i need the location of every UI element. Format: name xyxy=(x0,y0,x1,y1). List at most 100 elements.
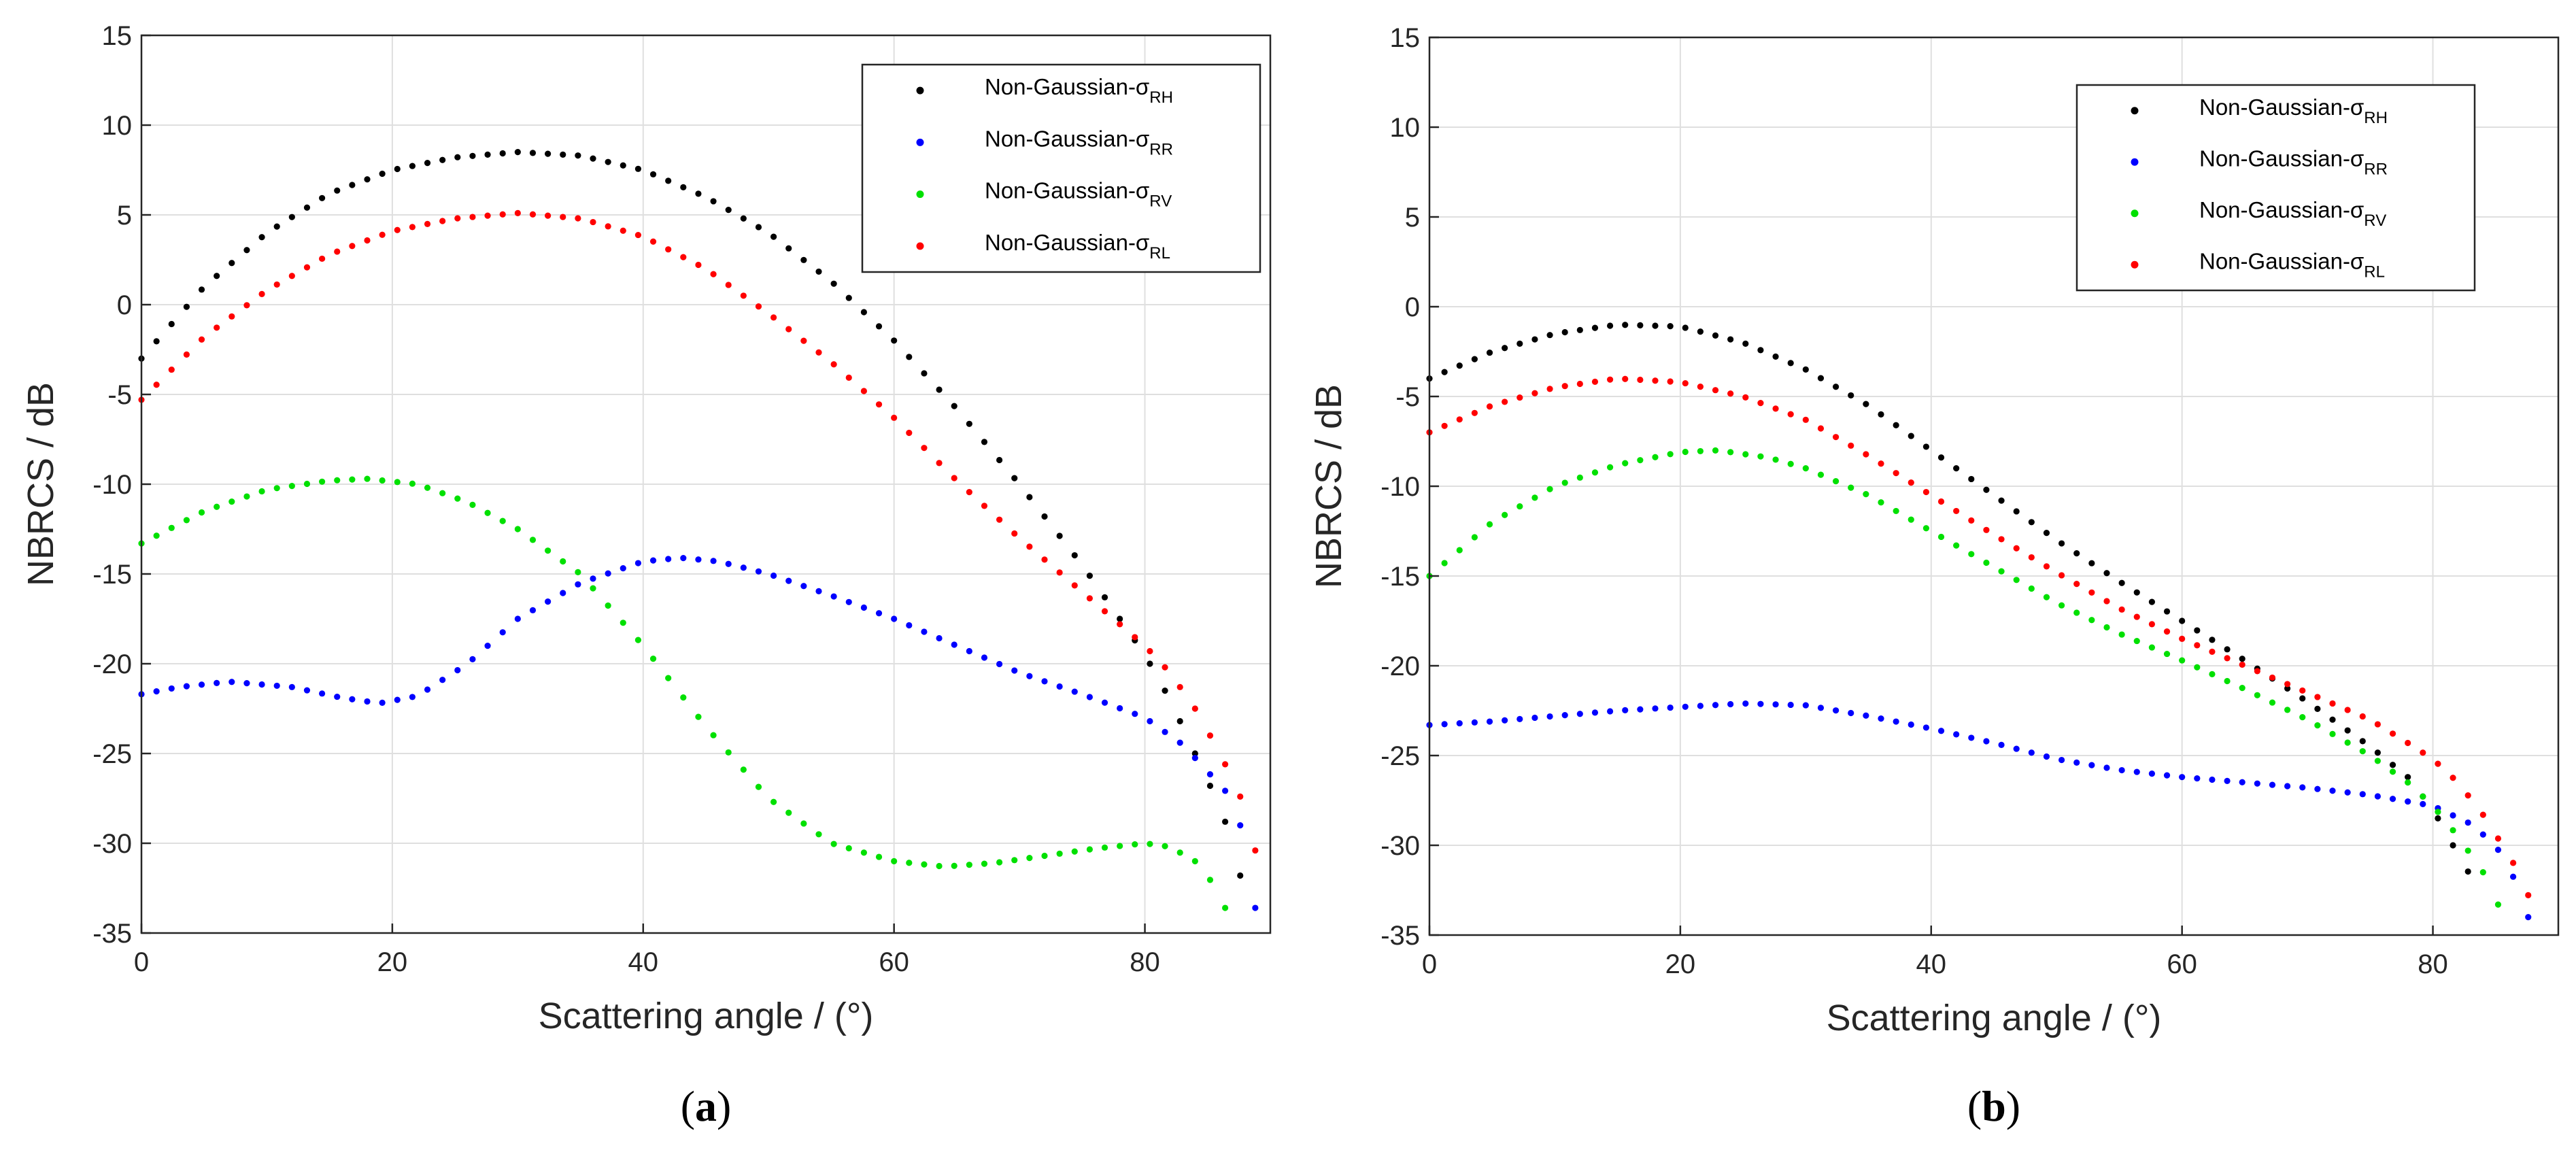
chart-a-x-axis-title: Scattering angle / (°) xyxy=(539,996,874,1036)
chart-b-point-rv xyxy=(2284,707,2291,713)
chart-a-point-rv xyxy=(1147,841,1153,847)
chart-b-point-rh xyxy=(2239,656,2245,662)
chart-a-point-rh xyxy=(1222,818,1229,825)
chart-b-point-rl xyxy=(2450,775,2456,781)
chart-a-point-rl xyxy=(1222,761,1229,768)
chart-b-y-tick-label: 0 xyxy=(1405,292,1420,322)
chart-b-point-rl xyxy=(2314,694,2321,700)
chart-a-point-rv xyxy=(830,841,837,847)
chart-b-point-rl xyxy=(1546,386,1553,392)
chart-b-svg: 0 20 40 60 80 15 10 5 0 -5 -10 -15 -20 -25 -30 -35 Scatt… xyxy=(1308,23,2560,1130)
chart-a-point-rl xyxy=(996,516,1003,523)
chart-a-point-rh xyxy=(605,158,611,165)
chart-b-point-rl xyxy=(2359,713,2366,720)
chart-b-x-tick-label: 20 xyxy=(1665,949,1696,979)
chart-a-point-rv xyxy=(379,477,386,484)
chart-a-point-rr xyxy=(168,685,175,692)
chart-b-point-rr xyxy=(1546,713,1553,720)
chart-a-point-rl xyxy=(1176,683,1183,690)
chart-a-point-rr xyxy=(1176,739,1183,746)
chart-a-point-rr xyxy=(1026,673,1033,679)
chart-b-point-rv xyxy=(1893,507,1899,515)
chart-a-point-rh xyxy=(424,160,431,167)
chart-b-legend-marker-rl xyxy=(2131,260,2139,269)
chart-a-point-rv xyxy=(1132,841,1138,848)
chart-a-point-rl xyxy=(183,351,190,358)
chart-b-point-rv xyxy=(1727,449,1734,456)
chart-b-point-rv xyxy=(2435,809,2441,815)
chart-a-y-tick-label: -25 xyxy=(92,739,132,769)
chart-b-point-rh xyxy=(1667,323,1674,330)
chart-a-point-rr xyxy=(830,593,837,600)
chart-b-point-rl xyxy=(1667,378,1674,385)
chart-b-point-rv xyxy=(2314,722,2321,729)
chart-b-point-rr xyxy=(2148,770,2155,777)
chart-b-point-rr xyxy=(1802,702,1809,709)
chart-a-point-rv xyxy=(364,475,371,482)
chart-b-point-rv xyxy=(1607,464,1614,471)
chart-a-point-rl xyxy=(1147,647,1153,655)
chart-b-point-rl xyxy=(1682,379,1689,387)
chart-a-point-rr xyxy=(1056,683,1063,690)
chart-b-point-rv xyxy=(2464,847,2471,854)
chart-b-point-rv xyxy=(1968,551,1975,558)
chart-b-point-rv xyxy=(1757,453,1764,460)
chart-a-point-rl xyxy=(906,429,913,437)
chart-a-point-rv xyxy=(545,547,552,554)
chart-a-point-rr xyxy=(1041,678,1048,685)
chart-b-y-tick-label: -5 xyxy=(1395,382,1420,412)
chart-a-point-rv xyxy=(469,501,476,508)
chart-a-point-rv xyxy=(424,484,431,491)
chart-a-point-rl xyxy=(1086,595,1093,602)
chart-b-point-rv xyxy=(2058,602,2065,609)
chart-a-point-rr xyxy=(755,568,762,575)
chart-a-point-rv xyxy=(168,524,175,531)
chart-a-point-rl xyxy=(981,503,988,509)
chart-b-point-rh xyxy=(1848,392,1854,399)
chart-b-point-rh xyxy=(2314,705,2321,712)
chart-a-point-rh xyxy=(649,171,657,177)
chart-a-point-rr xyxy=(484,643,491,649)
chart-a-point-rv xyxy=(785,809,792,816)
chart-b-point-rl xyxy=(1652,377,1659,384)
chart-b-point-rv xyxy=(1742,451,1749,458)
chart-b-point-rr xyxy=(1742,700,1749,707)
chart-b-point-rl xyxy=(2043,563,2050,570)
chart-b-point-rv xyxy=(1878,499,1884,506)
chart-b-point-rv xyxy=(2194,664,2201,671)
chart-a-point-rv xyxy=(454,495,461,502)
chart-a-point-rl xyxy=(1056,569,1063,576)
chart-b-point-rl xyxy=(1637,376,1644,384)
chart-a-point-rr xyxy=(891,615,898,622)
chart-b-point-rv xyxy=(1863,491,1869,498)
chart-a-point-rr xyxy=(499,629,506,636)
chart-a-point-rr xyxy=(1011,667,1018,674)
chart-a-point-rl xyxy=(936,460,943,467)
chart-b-point-rh xyxy=(1742,340,1749,347)
chart-a-point-rh xyxy=(394,165,401,173)
chart-b-point-rv xyxy=(2133,637,2140,645)
chart-b-point-rh xyxy=(1486,349,1493,356)
chart-a-point-rr xyxy=(634,560,642,566)
chart-b-legend-label-rv: Non-Gaussian-σRV xyxy=(2199,197,2386,230)
chart-a-point-rv xyxy=(334,477,341,484)
chart-b-point-rv xyxy=(2088,617,2095,624)
chart-a-point-rr xyxy=(1237,822,1244,829)
chart-a-point-rl xyxy=(214,324,220,331)
chart-b-legend xyxy=(2075,84,2476,292)
chart-b-point-rv xyxy=(2028,585,2035,592)
chart-b-point-rh xyxy=(1772,353,1779,360)
chart-a-point-rl xyxy=(695,261,702,269)
chart-b-y-tick-label: -20 xyxy=(1380,651,1420,681)
chart-b-point-rh xyxy=(1833,384,1840,390)
chart-a-point-rl xyxy=(665,246,672,253)
chart-b-point-rl xyxy=(1772,405,1779,412)
chart-b-point-rl xyxy=(1561,383,1568,390)
chart-b-point-rr xyxy=(1727,700,1734,708)
chart-a-point-rr xyxy=(288,683,295,690)
chart-b-y-tick-label: -15 xyxy=(1380,562,1420,592)
chart-b-point-rr xyxy=(1983,738,1990,745)
chart-b-point-rl xyxy=(2239,661,2245,668)
chart-a-point-rl xyxy=(484,212,491,219)
chart-a-point-rr xyxy=(860,604,867,611)
